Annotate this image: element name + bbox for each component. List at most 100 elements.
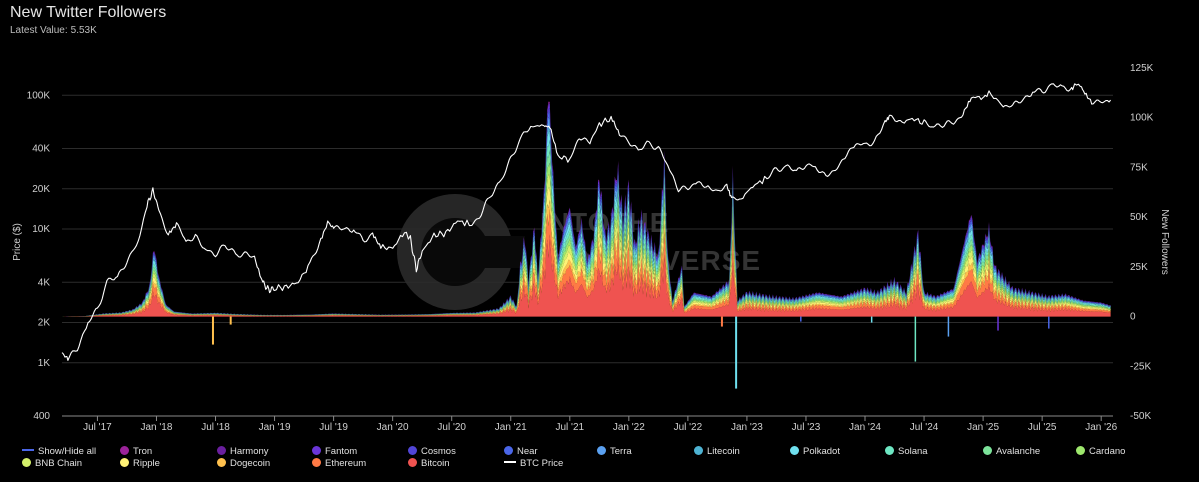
negative-spikes [211,316,1050,389]
right-tick-label: -25K [1130,361,1151,372]
negative-spike [720,316,723,327]
x-tick-label: Jul '21 [555,422,584,433]
right-tick-label: 50K [1130,212,1148,223]
legend-label: Fantom [325,446,358,457]
x-tick-label: Jan '25 [967,422,999,433]
legend-label: BNB Chain [35,458,82,469]
legend-dot-icon [120,446,129,455]
watermark-logo-cut [455,236,525,268]
x-tick-label: Jan '22 [613,422,645,433]
legend-dot-icon [790,446,799,455]
left-tick-label: 20K [32,184,50,195]
x-tick-label: Jan '24 [849,422,881,433]
axes: 400 1K 2K 4K 10K 20K 40K 100K -50K -25K 0 25K 50K 75K… [12,63,1170,433]
legend-dot-icon [120,458,129,467]
negative-spike [735,316,738,389]
legend-label: Ripple [133,458,160,469]
legend-item-harmony[interactable]: Harmony [217,446,269,457]
negative-spike [997,316,999,331]
left-tick-label: 40K [32,144,50,155]
left-tick-label: 2K [38,318,51,329]
x-tick-label: Jul '19 [319,422,348,433]
legend-item-cosmos[interactable]: Cosmos [408,446,456,457]
left-tick-label: 100K [27,90,51,101]
x-tick-label: Jan '20 [377,422,409,433]
negative-spike [870,316,873,323]
left-axis-title: Price ($) [12,223,23,261]
legend-line-icon [504,461,516,463]
legend-row: Show/Hide all Tron Harmony Fantom Cosmos Near… [22,446,1192,458]
legend-item-fantom[interactable]: Fantom [312,446,357,457]
legend-dot-icon [597,446,606,455]
x-tick-label: Jan '23 [731,422,763,433]
legend-label: Litecoin [707,446,740,457]
legend-item-solana[interactable]: Solana [885,446,928,457]
right-tick-label: 100K [1130,113,1154,124]
legend-label: Ethereum [325,458,367,469]
right-tick-label: 75K [1130,162,1148,173]
x-tick-label: Jul '20 [437,422,466,433]
legend-item-terra[interactable]: Terra [597,446,632,457]
legend-dot-icon [217,458,226,467]
legend-dot-icon [408,446,417,455]
x-tick-label: Jul '25 [1028,422,1057,433]
left-tick-label: 1K [38,358,51,369]
x-tick-label: Jul '22 [674,422,703,433]
legend-item-ripple[interactable]: Ripple [120,458,160,469]
legend-label: Avalanche [996,446,1041,457]
latest-value-number: 5.53K [70,25,97,36]
legend-item-show-hide-all[interactable]: Show/Hide all [22,446,96,457]
legend-label: Terra [610,446,632,457]
left-tick-label: 400 [33,411,50,422]
legend-label: BTC Price [520,458,564,469]
legend-item-bitcoin[interactable]: Bitcoin [408,458,450,469]
area-ethereum [62,209,1111,317]
x-tick-label: Jan '19 [259,422,291,433]
x-tick-label: Jul '24 [910,422,939,433]
legend-row: BNB Chain Ripple Dogecoin Ethereum Bitcoin BT… [22,458,1192,470]
x-tick-label: Jan '26 [1085,422,1117,433]
legend-item-ethereum[interactable]: Ethereum [312,458,366,469]
legend-item-avalanche[interactable]: Avalanche [983,446,1040,457]
right-axis-title: New Followers [1159,209,1170,275]
right-tick-label: 125K [1130,63,1154,74]
legend-item-cardano[interactable]: Cardano [1076,446,1125,457]
legend-dot-icon [504,446,513,455]
x-tick-label: Jul '23 [792,422,821,433]
legend-dot-icon [217,446,226,455]
latest-value: Latest Value: 5.53K [10,25,97,36]
legend-dot-icon [694,446,703,455]
legend-item-bnb-chain[interactable]: BNB Chain [22,458,82,469]
right-tick-label: -50K [1130,411,1151,422]
chart-title: New Twitter Followers [10,4,167,21]
legend-dot-icon [22,458,31,467]
legend-label: Near [517,446,538,457]
area-bitcoin [62,234,1111,317]
negative-spike [947,316,950,337]
legend-label: Tron [133,446,153,457]
legend-dot-icon [312,446,321,455]
legend-label: Cardano [1089,446,1126,457]
x-tick-label: Jan '18 [141,422,173,433]
legend-item-dogecoin[interactable]: Dogecoin [217,458,270,469]
legend: Show/Hide all Tron Harmony Fantom Cosmos Near… [22,446,1192,470]
right-tick-label: 25K [1130,262,1148,273]
legend-label: Bitcoin [421,458,450,469]
negative-spike [229,316,232,325]
legend-dot-icon [312,458,321,467]
legend-label: Harmony [230,446,269,457]
legend-dot-icon [1076,446,1085,455]
legend-item-tron[interactable]: Tron [120,446,152,457]
legend-item-litecoin[interactable]: Litecoin [694,446,740,457]
legend-line-icon [22,449,34,451]
legend-label: Dogecoin [230,458,271,469]
btc-price-series [61,83,1112,361]
legend-dot-icon [408,458,417,467]
chart-area[interactable]: INTOTHE CRYPTOVERSE 4001K2K4K10K20K40K10… [0,0,1199,446]
legend-item-near[interactable]: Near [504,446,538,457]
legend-item-polkadot[interactable]: Polkadot [790,446,840,457]
btc-price-line [61,83,1112,361]
x-tick-label: Jul '18 [201,422,230,433]
legend-label: Cosmos [421,446,456,457]
legend-item-btc-price[interactable]: BTC Price [504,458,563,469]
